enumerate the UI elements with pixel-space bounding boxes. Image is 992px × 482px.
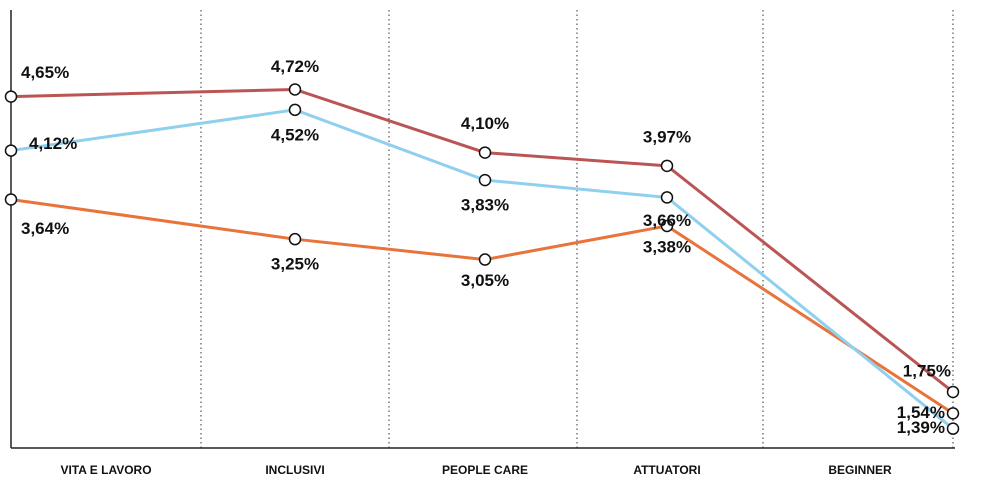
point	[478, 146, 492, 159]
value-label: 3,64%	[21, 219, 69, 238]
x-tick-label: BEGINNER	[828, 463, 892, 477]
value-label: 3,05%	[461, 271, 509, 290]
value-label: 4,52%	[271, 125, 319, 144]
point	[946, 407, 960, 420]
point	[4, 90, 18, 103]
point	[288, 103, 302, 117]
point	[660, 191, 674, 204]
point	[478, 173, 492, 187]
point	[946, 422, 960, 435]
x-tick-label: VITA E LAVORO	[60, 463, 151, 477]
x-tick-label: INCLUSIVI	[265, 463, 324, 477]
value-label: 4,10%	[461, 114, 509, 133]
series-line	[10, 197, 954, 415]
point	[4, 144, 18, 157]
point	[946, 385, 960, 399]
value-label: 4,72%	[271, 57, 319, 76]
point	[478, 253, 492, 266]
x-tick-label: ATTUATORI	[633, 463, 700, 477]
point	[4, 193, 18, 206]
point	[660, 219, 674, 233]
value-label: 3,97%	[643, 127, 691, 146]
x-tick-label: PEOPLE CARE	[442, 463, 528, 477]
value-label: 1,75%	[903, 361, 951, 380]
series-line	[10, 87, 954, 394]
point	[660, 159, 674, 173]
value-label: 3,25%	[271, 255, 319, 274]
value-label: 3,83%	[461, 196, 509, 215]
point	[288, 232, 302, 246]
value-label: 4,12%	[29, 134, 77, 153]
point	[288, 83, 302, 96]
value-label: 4,65%	[21, 63, 69, 82]
value-label: 1,54%	[897, 403, 945, 422]
value-label: 3,66%	[643, 211, 691, 230]
value-label: 3,38%	[643, 237, 691, 256]
value-label: 1,39%	[897, 418, 945, 437]
